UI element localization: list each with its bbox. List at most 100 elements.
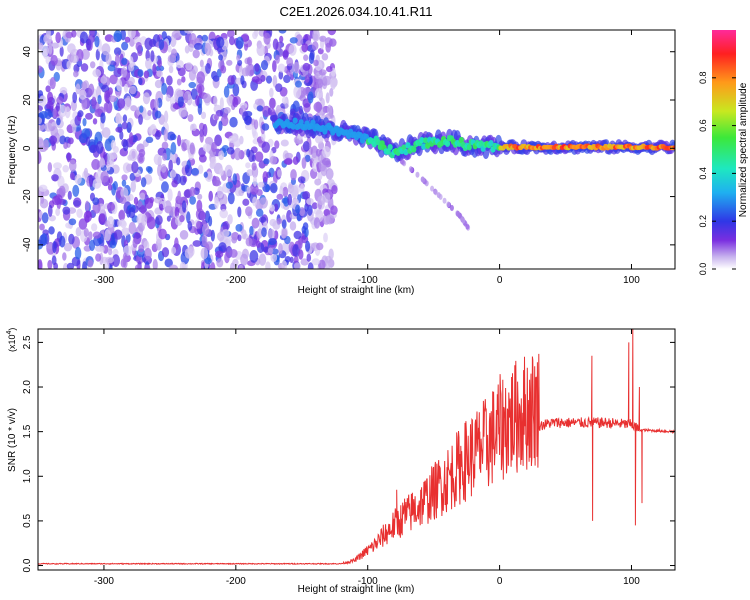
spectrogram-cell xyxy=(311,41,319,51)
spectrogram-y-tick-label: -40 xyxy=(22,237,33,252)
spectrogram-cell xyxy=(282,49,289,60)
spectrogram-cell xyxy=(137,69,144,78)
spectrogram-cell xyxy=(68,218,77,226)
spectrogram-cell xyxy=(113,229,123,240)
spectrogram-cell xyxy=(121,57,128,66)
spectrogram-cell xyxy=(47,259,53,269)
spectrogram-cell xyxy=(171,30,181,39)
spectrogram-cell xyxy=(325,168,334,180)
spectrogram-cell xyxy=(117,98,126,109)
spectrogram-cell xyxy=(188,68,197,81)
spectrogram-cell xyxy=(59,46,64,57)
spectrogram-cell xyxy=(202,143,211,153)
spectrogram-cell xyxy=(158,39,165,50)
spectrogram-x-tick-label: -300 xyxy=(94,275,114,286)
spectrogram-cell xyxy=(324,255,332,264)
spectrogram-cell xyxy=(184,30,194,34)
spectrogram-cell xyxy=(174,237,179,251)
spectrogram-cell xyxy=(127,30,136,39)
spectrogram-cell xyxy=(281,96,287,105)
spectrogram-cell xyxy=(260,131,266,142)
spectrogram-cell xyxy=(62,164,69,173)
spectrogram-cell xyxy=(176,78,182,86)
spectrogram-cell xyxy=(325,113,335,120)
spectrogram-cell xyxy=(152,63,157,76)
spectrogram-cell xyxy=(199,130,204,143)
spectrogram-cell xyxy=(298,249,304,260)
spectrogram-cell xyxy=(224,252,230,264)
spectrogram-drift-cell xyxy=(433,189,438,196)
snr-x-ticks: -300 -200 -100 0 100 xyxy=(94,329,640,587)
spectrogram-cell xyxy=(41,212,49,224)
spectrogram-cell xyxy=(135,41,142,52)
spectrogram-cell xyxy=(314,135,324,144)
spectrogram-cell xyxy=(89,30,96,37)
spectrogram-cell xyxy=(88,174,94,188)
spectrogram-cell xyxy=(278,30,287,34)
spectrogram-cell xyxy=(295,204,301,214)
spectrogram-drift-cell xyxy=(460,216,465,223)
spectrogram-cell xyxy=(154,79,163,89)
spectrogram-cell xyxy=(260,59,269,71)
spectrogram-cell xyxy=(154,97,159,110)
spectrogram-cell xyxy=(63,141,69,150)
spectrogram-cell xyxy=(203,171,208,178)
spectrogram-cell xyxy=(289,256,294,264)
spectrogram-cell xyxy=(179,230,189,240)
spectrogram-cell xyxy=(91,158,101,170)
spectrogram-cell xyxy=(325,92,330,104)
spectrogram-cell xyxy=(85,136,91,147)
spectrogram-cell xyxy=(38,184,48,192)
spectrogram-cell xyxy=(153,153,162,166)
spectrogram-cell xyxy=(208,190,214,202)
spectrogram-drift-cell xyxy=(408,166,413,173)
spectrogram-cell xyxy=(253,119,259,130)
spectrogram-cell xyxy=(119,196,127,205)
spectrogram-cell xyxy=(78,89,87,100)
spectrogram-cell xyxy=(94,131,103,145)
spectrogram-cell xyxy=(217,185,224,199)
figure-title: C2E1.2026.034.10.41.R11 xyxy=(280,4,433,19)
spectrogram-drift-cell xyxy=(465,223,470,230)
colorbar-tick-label: 0.4 xyxy=(698,167,708,180)
spectrogram-cell xyxy=(69,172,75,181)
spectrogram-cell xyxy=(95,48,100,61)
spectrogram-cell xyxy=(102,244,109,254)
spectrogram-cell xyxy=(267,228,276,239)
spectrogram-cell xyxy=(229,116,238,128)
spectrogram-cell xyxy=(170,48,178,58)
snr-y-tick-label: 2.5 xyxy=(22,335,33,349)
spectrogram-cell xyxy=(101,43,111,56)
spectrogram-drift-cell xyxy=(449,204,454,211)
spectrogram-cell xyxy=(108,176,113,185)
spectrogram-cell xyxy=(252,196,258,207)
spectrogram-cell xyxy=(232,138,242,148)
spectrogram-cell xyxy=(278,242,283,255)
spectrogram-cell xyxy=(82,117,87,127)
spectrogram-cell xyxy=(177,67,186,77)
spectrogram-cell xyxy=(72,122,77,134)
spectrogram-cell xyxy=(283,158,293,165)
spectrogram-cell xyxy=(205,62,211,74)
spectrogram-cell xyxy=(254,30,259,38)
spectrogram-cell xyxy=(144,37,153,50)
spectrogram-cell xyxy=(113,47,122,56)
spectrogram-cell xyxy=(177,95,184,108)
spectrogram-cell xyxy=(105,53,112,65)
spectrogram-cell xyxy=(56,117,61,126)
spectrogram-cell xyxy=(297,176,306,184)
spectrogram-cell xyxy=(235,224,243,232)
spectrogram-cell xyxy=(84,200,90,212)
spectrogram-cell xyxy=(66,152,71,163)
spectrogram-y-ticks: -40 -20 0 20 40 xyxy=(22,46,675,252)
spectrogram-cell xyxy=(92,201,101,214)
spectrogram-cell xyxy=(274,140,280,149)
spectrogram-cell xyxy=(170,246,177,255)
spectrogram-x-tick-label: -100 xyxy=(358,275,378,286)
spectrogram-cell xyxy=(168,65,174,74)
spectrogram-cell xyxy=(55,208,61,217)
spectrogram-cell xyxy=(216,258,224,268)
spectrogram-cell xyxy=(49,77,56,90)
spectrogram-cell xyxy=(236,54,241,62)
